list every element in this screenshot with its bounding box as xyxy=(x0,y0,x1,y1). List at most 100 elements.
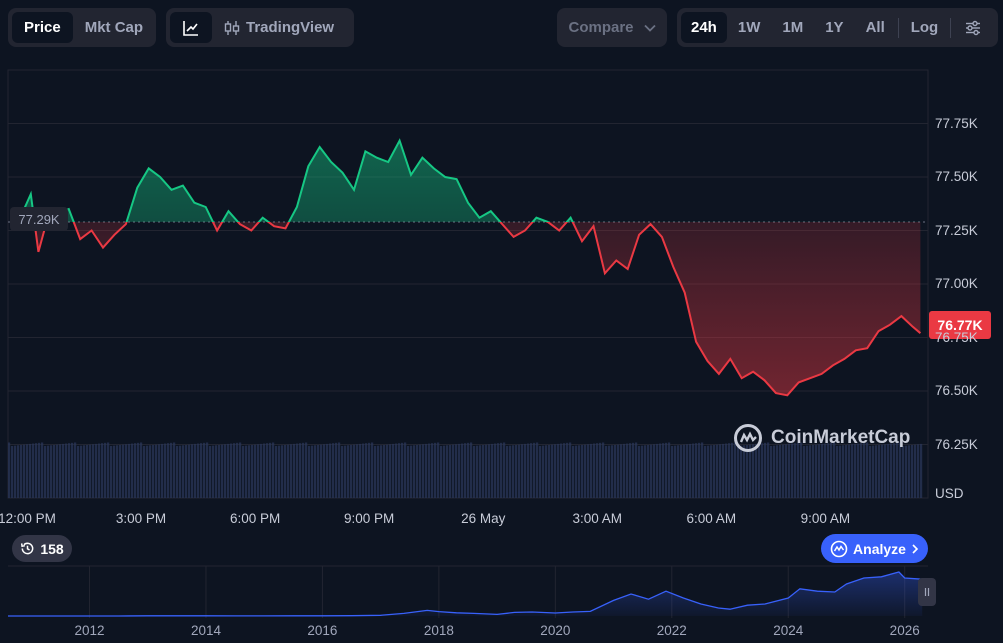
volume-bar xyxy=(266,443,269,498)
volume-bar xyxy=(788,443,791,498)
volume-bar xyxy=(152,444,155,498)
sliders-icon xyxy=(966,20,981,35)
volume-bar xyxy=(833,442,836,498)
volume-bar xyxy=(545,445,548,498)
volume-bar xyxy=(767,442,770,498)
compare-dropdown[interactable]: Compare xyxy=(557,8,667,47)
volume-bar xyxy=(674,445,677,498)
analyze-button[interactable]: Analyze xyxy=(821,534,928,563)
volume-bar xyxy=(587,444,590,498)
x-tick-label: 6:00 PM xyxy=(229,511,281,526)
log-scale-button[interactable]: Log xyxy=(910,19,939,36)
volume-bar xyxy=(407,446,410,498)
price-tab[interactable]: Price xyxy=(12,12,73,43)
volume-bar xyxy=(803,446,806,498)
volume-bar xyxy=(527,443,530,498)
volume-bar xyxy=(695,443,698,498)
x-tick-label: 9:00 PM xyxy=(344,511,395,526)
volume-bar xyxy=(713,444,716,498)
currency-label: USD xyxy=(935,486,964,501)
volume-bar xyxy=(431,443,434,498)
volume-bar xyxy=(557,443,560,498)
chart-settings-button[interactable] xyxy=(953,12,993,43)
volume-bar xyxy=(848,444,851,498)
volume-bar xyxy=(641,445,644,498)
volume-bar xyxy=(368,442,371,498)
volume-bar xyxy=(35,443,38,498)
range-1w[interactable]: 1W xyxy=(737,19,761,36)
volume-bar xyxy=(503,442,506,498)
volume-bar xyxy=(68,443,71,498)
volume-bar xyxy=(185,444,188,498)
range-all[interactable]: All xyxy=(865,19,885,36)
volume-bar xyxy=(419,444,422,498)
navigator-year-label: 2022 xyxy=(656,623,687,638)
volume-bar xyxy=(401,442,404,498)
volume-bar xyxy=(404,442,407,498)
volume-bar xyxy=(32,443,35,498)
volume-bar xyxy=(188,444,191,498)
volume-bar xyxy=(794,443,797,498)
volume-bar xyxy=(473,446,476,498)
volume-bar xyxy=(770,446,773,498)
volume-bar xyxy=(905,445,908,498)
volume-bar xyxy=(899,442,902,498)
volume-bar xyxy=(818,444,821,498)
volume-bar xyxy=(791,443,794,498)
volume-bar xyxy=(755,443,758,498)
volume-bar xyxy=(347,445,350,498)
volume-bar xyxy=(428,443,431,498)
volume-bar xyxy=(245,445,248,498)
volume-bar xyxy=(785,444,788,498)
volume-bar xyxy=(872,445,875,498)
volume-bar xyxy=(140,442,143,498)
volume-bar xyxy=(800,442,803,498)
volume-bar xyxy=(260,443,263,498)
volume-bar xyxy=(704,446,707,498)
navigator-handle[interactable] xyxy=(918,578,936,606)
navigator-year-label: 2016 xyxy=(307,623,338,638)
volume-bar xyxy=(536,442,539,498)
volume-bar xyxy=(80,445,83,498)
history-icon xyxy=(21,542,34,555)
history-badge[interactable]: 158 xyxy=(12,535,72,562)
volume-bar xyxy=(761,443,764,498)
volume-bar xyxy=(776,445,779,498)
volume-bar xyxy=(92,444,95,498)
volume-bar xyxy=(578,445,581,498)
volume-bar xyxy=(323,444,326,498)
volume-bar xyxy=(620,444,623,498)
range-1y[interactable]: 1Y xyxy=(825,19,844,36)
volume-bar xyxy=(182,445,185,498)
volume-bar xyxy=(296,443,299,498)
volume-bar xyxy=(17,445,20,498)
volume-bar xyxy=(554,444,557,498)
volume-bar xyxy=(302,442,305,498)
volume-bar xyxy=(815,444,818,498)
volume-bar xyxy=(845,444,848,498)
volume-bar xyxy=(596,443,599,498)
volume-bar xyxy=(863,442,866,498)
volume-bar xyxy=(230,443,233,498)
volume-bar xyxy=(143,446,146,498)
volume-bar xyxy=(62,443,65,498)
volume-bar xyxy=(635,442,638,498)
mktcap-tab[interactable]: Mkt Cap xyxy=(84,19,144,36)
volume-bar xyxy=(293,443,296,498)
volume-bar xyxy=(644,445,647,498)
tradingview-button[interactable]: TradingView xyxy=(212,12,346,43)
volume-bar xyxy=(89,444,92,498)
range-1m[interactable]: 1M xyxy=(782,19,804,36)
volume-bar xyxy=(548,444,551,498)
range-24h[interactable]: 24h xyxy=(681,12,727,43)
range-divider xyxy=(897,17,899,38)
volume-bar xyxy=(398,443,401,498)
volume-bar xyxy=(836,446,839,498)
volume-bar xyxy=(890,443,893,498)
volume-bar xyxy=(413,445,416,498)
line-chart-button[interactable] xyxy=(170,12,212,43)
volume-bar xyxy=(572,446,575,498)
volume-bar xyxy=(50,445,53,498)
volume-bar xyxy=(173,442,176,498)
